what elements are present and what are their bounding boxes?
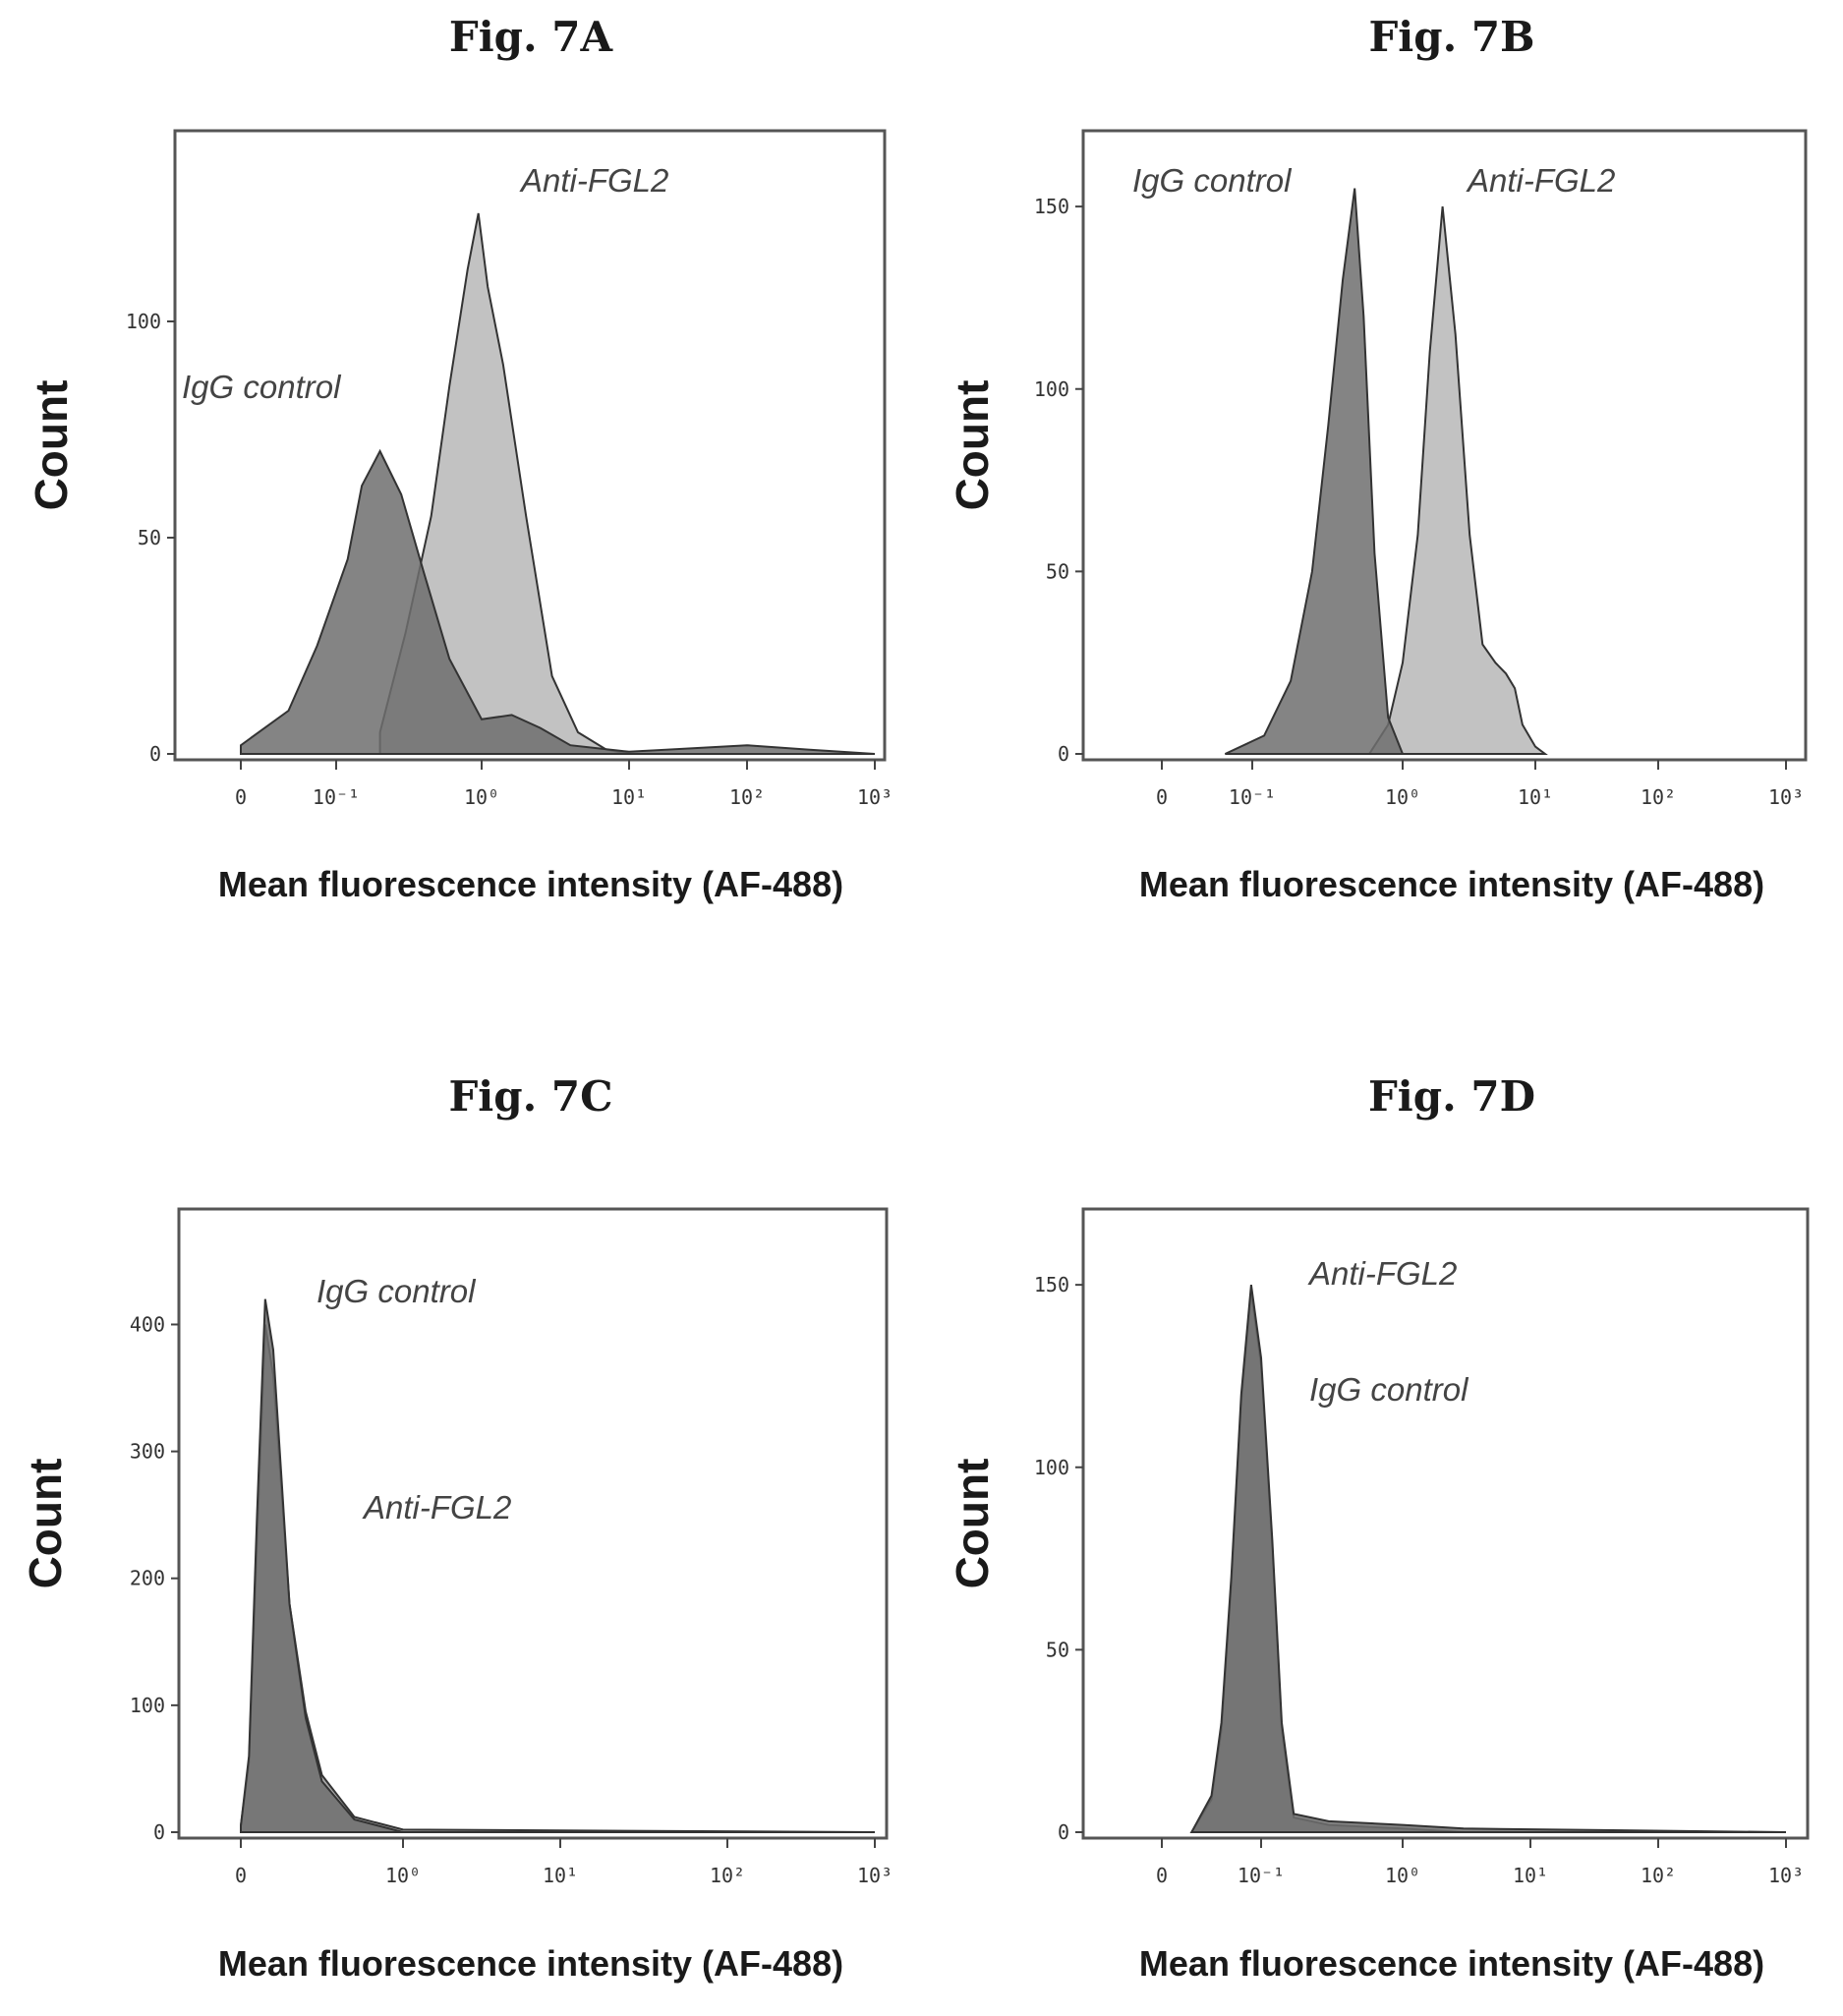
y-tick-layer: 0 100 200 300 400 (130, 1312, 179, 1844)
y-tick-label: 150 (1034, 195, 1069, 218)
y-tick-label: 100 (1034, 1456, 1069, 1479)
x-tick-label: 10³ (857, 785, 893, 809)
x-tick-label: 10³ (1768, 1864, 1804, 1887)
series-area-anti-fgl2 (1367, 205, 1548, 755)
y-axis-title: Count (20, 1459, 71, 1589)
panel-fig-7a: Fig. 7A IgG control Anti-FGL2 0 10⁻¹ 10⁰ 10¹… (0, 0, 921, 1008)
x-tick-label: 10¹ (611, 785, 647, 809)
series-area-igg-control (240, 448, 876, 755)
y-tick-label: 300 (130, 1440, 165, 1464)
series-label-layer: IgG control Anti-FGL2 (1132, 162, 1615, 199)
x-tick-label: 10⁻¹ (313, 785, 360, 809)
chart-svg-7c: Fig. 7C IgG control Anti-FGL2 0 10⁰ 10¹ 10² 1… (20, 1072, 893, 1984)
series-label-layer: Anti-FGL2 IgG control (1307, 1255, 1469, 1408)
chart-title: Fig. 7B (1368, 13, 1534, 61)
x-tick-label: 10³ (1768, 785, 1804, 809)
series-label: IgG control (317, 1273, 477, 1309)
x-axis-title: Mean fluorescence intensity (AF-488) (1139, 1943, 1764, 1984)
x-tick-label: 10² (1641, 1864, 1676, 1887)
y-tick-label: 0 (149, 742, 161, 766)
y-tick-label: 0 (153, 1820, 165, 1844)
x-tick-label: 10² (1641, 785, 1676, 809)
y-tick-label: 50 (138, 526, 161, 549)
x-tick-label: 10⁰ (464, 785, 499, 809)
y-tick-label: 100 (1034, 377, 1069, 401)
y-tick-label: 0 (1058, 1820, 1069, 1844)
x-tick-label: 10⁰ (1385, 785, 1420, 809)
x-tick-layer: 0 10⁻¹ 10⁰ 10¹ 10² 10³ (235, 760, 893, 809)
x-axis-title: Mean fluorescence intensity (AF-488) (218, 1943, 843, 1984)
x-tick-label: 0 (1156, 1864, 1168, 1887)
y-tick-label: 100 (130, 1694, 165, 1717)
series-area-igg-control (1224, 188, 1405, 755)
x-tick-label: 0 (235, 785, 247, 809)
panel-fig-7d: Fig. 7D Anti-FGL2 IgG control 0 10⁻¹ 10⁰ 10¹… (921, 1008, 1842, 2015)
series-label: Anti-FGL2 (362, 1489, 511, 1526)
series-layer (1189, 1284, 1787, 1833)
series-layer (240, 1298, 876, 1833)
x-tick-label: 0 (1156, 785, 1168, 809)
x-tick-label: 10² (729, 785, 765, 809)
panel-fig-7b: Fig. 7B IgG control Anti-FGL2 0 10⁻¹ 10⁰ 10¹… (921, 0, 1842, 1008)
y-axis-title: Count (947, 380, 998, 511)
series-label-layer: IgG control Anti-FGL2 (182, 162, 668, 405)
chart-svg-7b: Fig. 7B IgG control Anti-FGL2 0 10⁻¹ 10⁰ 10¹… (947, 13, 1808, 904)
chart-title: Fig. 7A (449, 13, 614, 61)
series-label: IgG control (1309, 1371, 1469, 1408)
series-area-igg-control (240, 1298, 875, 1833)
series-label: Anti-FGL2 (519, 162, 668, 199)
x-axis-title: Mean fluorescence intensity (AF-488) (1139, 864, 1764, 904)
x-tick-label: 10² (710, 1864, 745, 1887)
y-tick-label: 400 (130, 1312, 165, 1336)
x-tick-label: 10¹ (1518, 785, 1553, 809)
chart-title: Fig. 7C (448, 1072, 612, 1121)
x-tick-label: 10⁻¹ (1238, 1864, 1285, 1887)
series-label: Anti-FGL2 (1307, 1255, 1457, 1292)
series-label: IgG control (182, 369, 342, 405)
y-axis-title: Count (26, 380, 77, 511)
x-tick-label: 0 (235, 1864, 247, 1887)
series-label: IgG control (1132, 162, 1293, 199)
y-tick-layer: 0 50 100 (126, 310, 175, 766)
series-layer (240, 212, 876, 755)
y-tick-label: 150 (1034, 1273, 1069, 1296)
series-label: Anti-FGL2 (1466, 162, 1615, 199)
x-tick-layer: 0 10⁰ 10¹ 10² 10³ (235, 1838, 893, 1887)
series-label-layer: IgG control Anti-FGL2 (317, 1273, 511, 1526)
series-layer (1224, 188, 1548, 755)
y-tick-layer: 0 50 100 150 (1034, 195, 1083, 766)
x-tick-label: 10⁰ (385, 1864, 421, 1887)
x-tick-layer: 0 10⁻¹ 10⁰ 10¹ 10² 10³ (1156, 760, 1804, 809)
chart-svg-7d: Fig. 7D Anti-FGL2 IgG control 0 10⁻¹ 10⁰ 10¹… (947, 1072, 1810, 1984)
x-tick-label: 10¹ (1513, 1864, 1548, 1887)
x-tick-label: 10¹ (543, 1864, 578, 1887)
panel-fig-7c: Fig. 7C IgG control Anti-FGL2 0 10⁰ 10¹ 10² 1… (0, 1008, 921, 2015)
x-tick-label: 10⁰ (1385, 1864, 1420, 1887)
y-tick-label: 50 (1046, 559, 1069, 583)
chart-svg-7a: Fig. 7A IgG control Anti-FGL2 0 10⁻¹ 10⁰ 10¹… (26, 13, 893, 904)
series-area-anti-fgl2 (1189, 1284, 1787, 1833)
chart-title: Fig. 7D (1368, 1072, 1535, 1121)
y-tick-label: 0 (1058, 742, 1069, 766)
y-tick-label: 100 (126, 310, 161, 333)
y-axis-title: Count (947, 1459, 998, 1589)
x-axis-title: Mean fluorescence intensity (AF-488) (218, 864, 843, 904)
x-tick-label: 10⁻¹ (1229, 785, 1276, 809)
plot-area (1081, 1207, 1810, 1840)
y-tick-layer: 0 50 100 150 (1034, 1273, 1083, 1844)
y-tick-label: 200 (130, 1567, 165, 1590)
y-tick-label: 50 (1046, 1638, 1069, 1661)
x-tick-layer: 0 10⁻¹ 10⁰ 10¹ 10² 10³ (1156, 1838, 1804, 1887)
x-tick-label: 10³ (857, 1864, 893, 1887)
